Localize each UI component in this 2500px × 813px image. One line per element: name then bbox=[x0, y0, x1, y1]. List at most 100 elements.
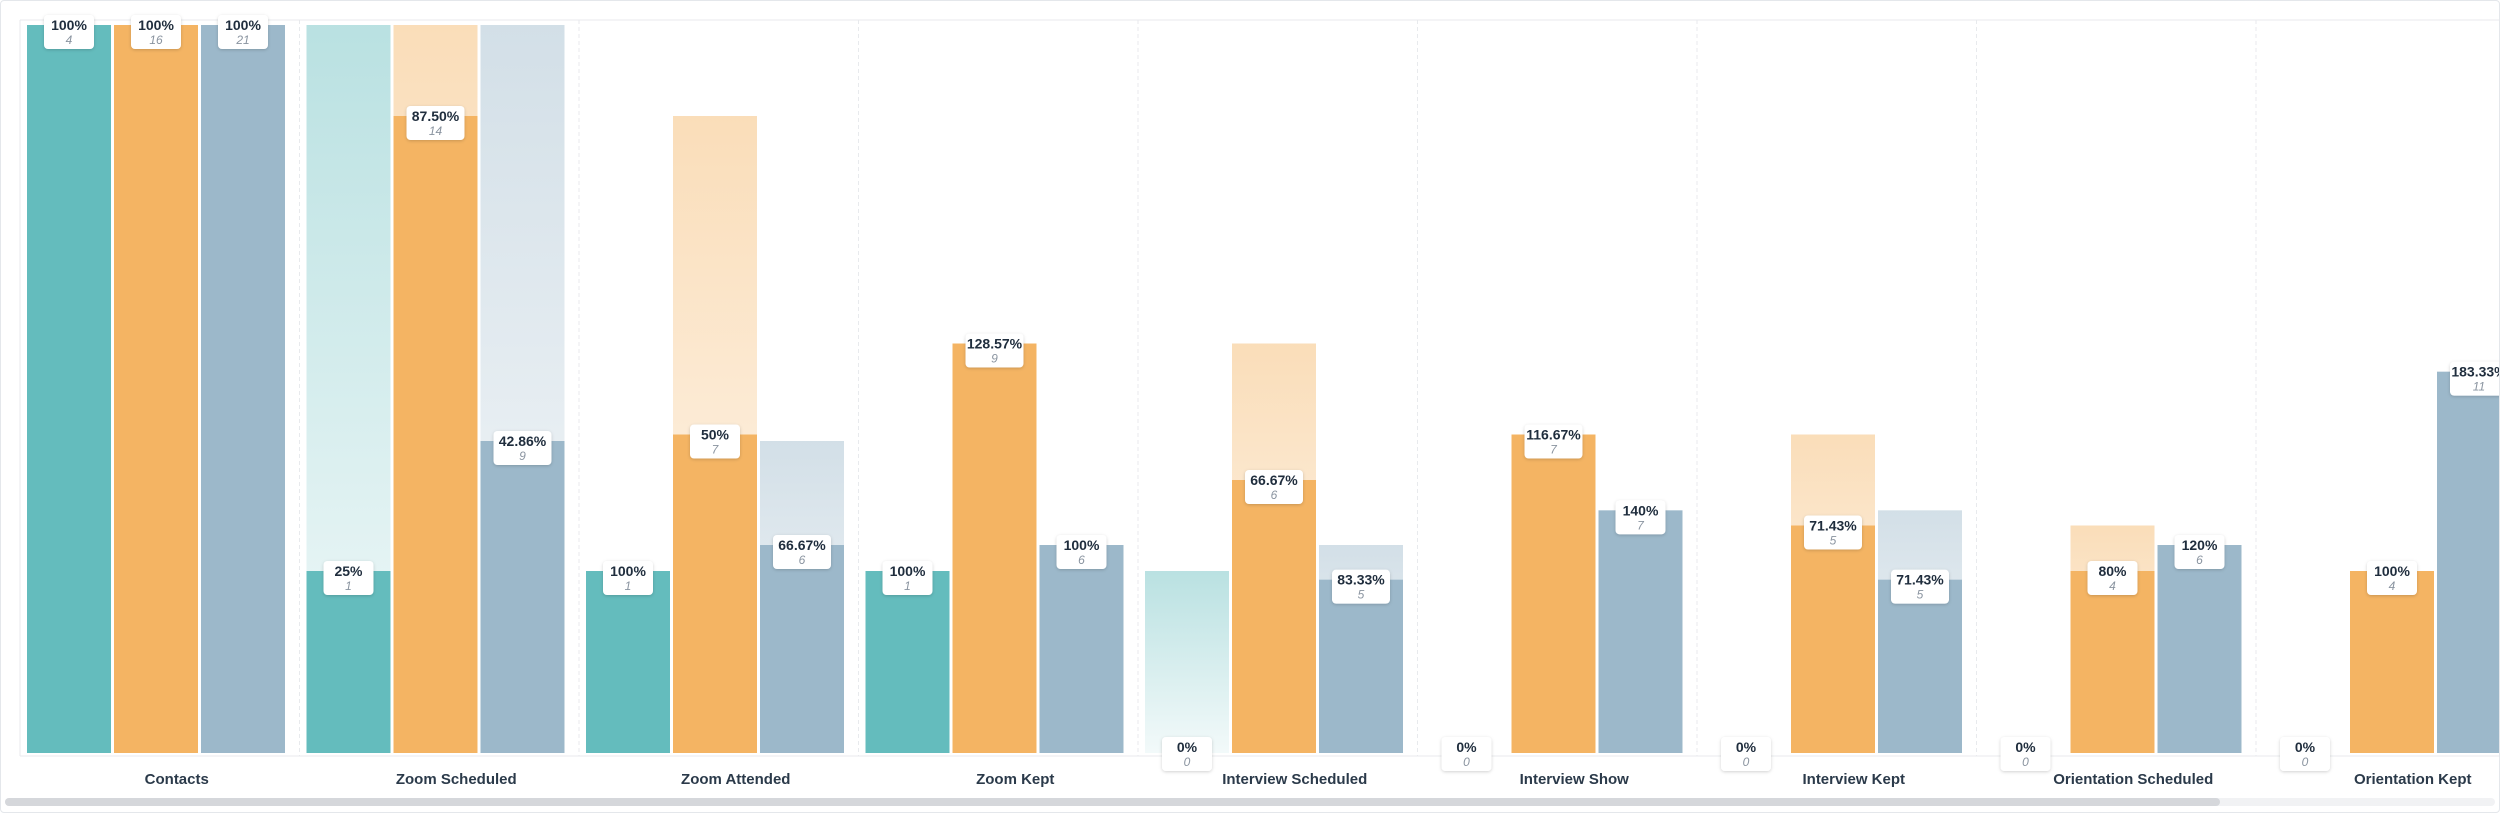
value-bar[interactable] bbox=[480, 441, 565, 753]
value-bar[interactable] bbox=[2157, 545, 2242, 753]
value-bar[interactable] bbox=[1039, 545, 1124, 753]
data-label: 183.33%11 bbox=[2450, 361, 2499, 396]
data-label: 100%6 bbox=[1056, 535, 1107, 569]
scrollbar-thumb[interactable] bbox=[5, 798, 2220, 806]
data-label-percent: 50% bbox=[701, 427, 730, 443]
data-label-percent: 100% bbox=[610, 563, 646, 579]
data-label: 50%7 bbox=[690, 424, 740, 459]
data-label-box bbox=[1615, 500, 1666, 535]
x-tick-label: Contacts bbox=[145, 771, 209, 788]
data-label-count: 0 bbox=[1743, 755, 1750, 769]
data-label: 100%21 bbox=[218, 15, 268, 49]
value-bar[interactable] bbox=[865, 571, 950, 753]
value-bar[interactable] bbox=[2437, 371, 2499, 753]
data-label: 71.43%5 bbox=[1804, 515, 1862, 550]
data-label-box bbox=[44, 15, 94, 49]
data-label-box bbox=[2000, 737, 2051, 771]
data-label-percent: 25% bbox=[334, 563, 363, 579]
data-label-percent: 87.50% bbox=[412, 108, 460, 124]
value-bar[interactable] bbox=[114, 25, 198, 753]
data-label: 0%0 bbox=[2280, 737, 2330, 771]
value-bar[interactable] bbox=[952, 343, 1037, 754]
data-label-count: 1 bbox=[904, 579, 911, 593]
data-label-count: 16 bbox=[149, 33, 163, 47]
value-bar[interactable] bbox=[760, 545, 844, 753]
data-label: 0%0 bbox=[1441, 737, 1492, 771]
data-label-box bbox=[218, 15, 268, 49]
data-label-box bbox=[2367, 561, 2417, 595]
data-label-count: 6 bbox=[799, 553, 806, 567]
category-group: 0%0 80%4 120%6 Orientation Scheduled bbox=[2000, 525, 2242, 788]
data-label-percent: 116.67% bbox=[1526, 427, 1581, 443]
data-label-box bbox=[1441, 737, 1492, 771]
data-label-count: 0 bbox=[1463, 755, 1470, 769]
category-group: 25%1 87.50%14 42.86%9 Zoom Scheduled bbox=[306, 25, 565, 788]
category-group: 0%0 66.67%6 83.33%5 Interview Scheduled bbox=[1145, 343, 1403, 788]
data-label-percent: 80% bbox=[2098, 563, 2127, 579]
data-label-count: 4 bbox=[2389, 579, 2396, 593]
value-bar[interactable] bbox=[27, 25, 111, 753]
data-label-count: 9 bbox=[991, 352, 998, 366]
data-label-percent: 0% bbox=[2015, 739, 2036, 755]
data-label-percent: 66.67% bbox=[1250, 472, 1298, 488]
value-bar[interactable] bbox=[673, 434, 757, 754]
data-label-count: 11 bbox=[2473, 380, 2485, 394]
data-label-count: 9 bbox=[519, 449, 526, 463]
data-label-box bbox=[1804, 515, 1862, 550]
data-label-percent: 83.33% bbox=[1337, 572, 1385, 588]
value-bar[interactable] bbox=[1878, 579, 1962, 753]
x-tick-label: Interview Kept bbox=[1802, 771, 1905, 788]
data-label-box bbox=[2174, 535, 2225, 569]
data-label-percent: 100% bbox=[2374, 563, 2410, 579]
x-tick-label: Orientation Scheduled bbox=[2053, 771, 2213, 788]
data-label-box bbox=[2450, 361, 2499, 396]
value-bar[interactable] bbox=[2350, 571, 2434, 753]
data-label-percent: 100% bbox=[225, 17, 261, 33]
data-label-box bbox=[965, 333, 1024, 368]
x-tick-label: Interview Scheduled bbox=[1222, 771, 1367, 788]
value-bar[interactable] bbox=[586, 571, 670, 753]
value-bar[interactable] bbox=[1232, 480, 1316, 753]
data-label: 100%1 bbox=[603, 561, 653, 595]
data-label-count: 1 bbox=[345, 579, 352, 593]
data-label-percent: 66.67% bbox=[778, 537, 826, 553]
value-bar[interactable] bbox=[1511, 434, 1596, 754]
data-label-count: 7 bbox=[712, 443, 720, 457]
data-label-count: 5 bbox=[1830, 534, 1837, 548]
data-label-count: 21 bbox=[235, 33, 249, 47]
data-label-box bbox=[690, 424, 740, 459]
data-label-percent: 0% bbox=[1736, 739, 1757, 755]
data-label-percent: 0% bbox=[1177, 739, 1198, 755]
horizontal-scrollbar[interactable] bbox=[5, 798, 2495, 806]
data-label-percent: 0% bbox=[2295, 739, 2316, 755]
data-label-count: 7 bbox=[1550, 443, 1558, 457]
data-label: 120%6 bbox=[2174, 535, 2225, 569]
target-bar bbox=[1145, 571, 1229, 753]
x-tick-label: Orientation Kept bbox=[2354, 771, 2472, 788]
value-bar[interactable] bbox=[1319, 579, 1403, 753]
data-label: 80%4 bbox=[2087, 561, 2138, 595]
value-bar[interactable] bbox=[393, 116, 478, 753]
data-label-count: 0 bbox=[1184, 755, 1191, 769]
data-label-count: 6 bbox=[1271, 488, 1278, 502]
data-label-percent: 100% bbox=[138, 17, 174, 33]
data-label: 100%1 bbox=[882, 561, 933, 595]
x-tick-label: Zoom Attended bbox=[681, 771, 790, 788]
data-label: 87.50%14 bbox=[406, 106, 465, 140]
value-bar[interactable] bbox=[201, 25, 285, 753]
value-bar[interactable] bbox=[1791, 525, 1875, 754]
value-bar[interactable] bbox=[1598, 510, 1683, 753]
data-label-count: 7 bbox=[1637, 518, 1645, 532]
data-label-percent: 140% bbox=[1623, 502, 1659, 518]
data-label-count: 4 bbox=[66, 33, 73, 47]
value-bar[interactable] bbox=[2070, 571, 2155, 753]
value-bar[interactable] bbox=[306, 571, 391, 753]
data-label-count: 14 bbox=[429, 124, 443, 138]
data-label-box bbox=[131, 15, 181, 49]
data-label-percent: 100% bbox=[890, 563, 926, 579]
data-label-count: 5 bbox=[1917, 588, 1924, 602]
